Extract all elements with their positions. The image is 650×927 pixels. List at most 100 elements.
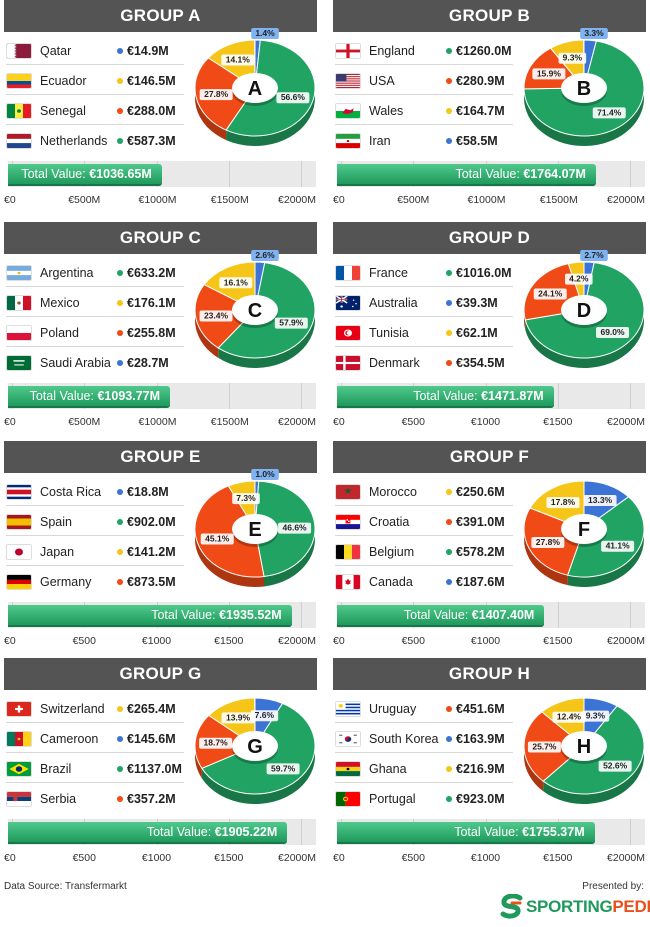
- slice-label: 12.4%: [557, 712, 582, 722]
- team-value: €62.1M: [456, 326, 498, 340]
- legend-dot: [446, 108, 452, 114]
- axis-tick-label: €1000M: [138, 194, 177, 206]
- donut-chart: A 1.4% 56.6% 27.8% 14.1%: [194, 28, 316, 146]
- gridline: [301, 819, 302, 845]
- row-divider: [6, 64, 184, 65]
- slice-label-bg: [592, 107, 626, 119]
- slice-label-bg: [278, 522, 312, 534]
- total-value-bar: Total Value: €1755.37M: [337, 822, 595, 842]
- slice-label-bg: [232, 493, 260, 505]
- axis-tick-label: €500: [401, 635, 425, 647]
- slice-label: 17.8%: [551, 497, 576, 507]
- sportingpedia-logo-icon: [500, 894, 523, 919]
- team-row: South Korea €163.9M: [333, 727, 515, 751]
- team-value: €164.7M: [456, 104, 505, 118]
- group-panel-c: GROUP C Argentina €633.2M Mexico €176.1M Pola…: [4, 222, 317, 436]
- group-letter: G: [247, 736, 263, 758]
- ecuador-flag-icon: [6, 73, 32, 89]
- team-value: €451.6M: [456, 702, 505, 716]
- slice-label: 16.1%: [224, 277, 249, 287]
- legend-dot: [117, 108, 123, 114]
- slice-label: 14.1%: [226, 54, 251, 64]
- slice-label-bg: [581, 710, 610, 722]
- total-value-label: Total Value: €1471.87M: [413, 386, 543, 406]
- row-divider: [6, 535, 184, 536]
- team-name: Canada: [369, 575, 413, 589]
- donut-chart: D 2.7% 69.0% 24.1% 4.2%: [523, 250, 645, 368]
- slice-label-bg: [274, 317, 308, 329]
- gridline: [301, 383, 302, 409]
- team-name: Qatar: [40, 44, 72, 58]
- total-value-number: €1935.52M: [219, 608, 282, 622]
- team-row: Serbia €357.2M: [4, 787, 186, 811]
- gridline: [557, 383, 559, 409]
- team-row: Netherlands €587.3M: [4, 129, 186, 153]
- belgium-flag-icon: [335, 544, 361, 560]
- team-row: Ecuador €146.5M: [4, 69, 186, 93]
- slice-label-bg: [199, 737, 233, 749]
- slice-label-bg: [199, 310, 233, 322]
- total-label-text: Total Value:: [403, 608, 469, 622]
- slice-label: 9.3%: [563, 53, 583, 63]
- team-value: €1016.0M: [456, 266, 512, 280]
- england-flag-icon: [335, 43, 361, 59]
- axis-tick-label: €1500: [543, 635, 573, 647]
- donut-chart: B 3.3% 71.4% 15.9%9.3%: [523, 28, 645, 146]
- gridline: [228, 383, 230, 409]
- axis-tick-label: €1500: [543, 416, 573, 428]
- team-value: €265.4M: [127, 702, 176, 716]
- row-divider: [335, 722, 513, 723]
- argentina-flag-icon: [6, 265, 32, 281]
- team-row: USA €280.9M: [333, 69, 515, 93]
- axis-tick-label: €2000M: [278, 852, 316, 864]
- total-label-text: Total Value:: [21, 167, 86, 181]
- group-title: GROUP B: [333, 0, 646, 32]
- total-value-bar-chart: Total Value: €1905.22M: [8, 816, 316, 846]
- team-name: Senegal: [40, 104, 86, 118]
- axis-tick-label: €2000M: [607, 635, 645, 647]
- slice-label-bg: [250, 710, 279, 722]
- slice-label: 71.4%: [597, 107, 622, 117]
- axis-tick-label: €500: [72, 635, 96, 647]
- total-value-label: Total Value: €1036.65M: [21, 164, 151, 184]
- southkorea-flag-icon: [335, 731, 361, 747]
- usa-flag-icon: [335, 73, 361, 89]
- serbia-flag-icon: [6, 791, 32, 807]
- team-row: Brazil €1137.0M: [4, 757, 186, 781]
- donut-chart: F 13.3% 41.1% 27.8% 17.8%: [523, 480, 645, 587]
- team-row: England €1260.0M: [333, 39, 515, 63]
- team-row: Wales €164.7M: [333, 99, 515, 123]
- legend-dot: [446, 579, 452, 585]
- axis-tick-label: €1500: [214, 852, 244, 864]
- legend-dot: [117, 489, 123, 495]
- total-value-bar-chart: Total Value: €1755.37M: [337, 816, 645, 846]
- team-row: Morocco €250.6M: [333, 480, 515, 504]
- group-panel-a: GROUP A Qatar €14.9M Ecuador €146.5M Senegal €…: [4, 0, 317, 214]
- slice-label: 9.3%: [586, 711, 606, 721]
- team-value: €280.9M: [456, 74, 505, 88]
- row-divider: [335, 505, 513, 506]
- denmark-flag-icon: [335, 355, 361, 371]
- row-divider: [6, 722, 184, 723]
- donut-center: [561, 295, 607, 325]
- donut-center: [561, 731, 607, 761]
- row-divider: [335, 346, 513, 347]
- row-divider: [6, 505, 184, 506]
- team-name: Uruguay: [369, 702, 417, 716]
- team-name: Netherlands: [40, 134, 108, 148]
- legend-dot: [446, 270, 452, 276]
- germany-flag-icon: [6, 574, 32, 590]
- team-name: Ghana: [369, 762, 407, 776]
- row-divider: [335, 782, 513, 783]
- pie-slice-red: [194, 485, 265, 578]
- team-name: Australia: [369, 296, 418, 310]
- canada-flag-icon: [335, 574, 361, 590]
- axis-tick-label: €2000M: [607, 416, 645, 428]
- slice-label-bg: [596, 326, 630, 338]
- team-value: €216.9M: [456, 762, 505, 776]
- axis-tick-label: €0: [4, 194, 16, 206]
- brand-wordmark-b: PEDIA: [612, 897, 650, 916]
- pie-container: D 2.7% 69.0% 24.1% 4.2%: [519, 250, 649, 376]
- row-divider: [335, 565, 513, 566]
- pie-container: F 13.3% 41.1% 27.8% 17.8%: [519, 469, 649, 595]
